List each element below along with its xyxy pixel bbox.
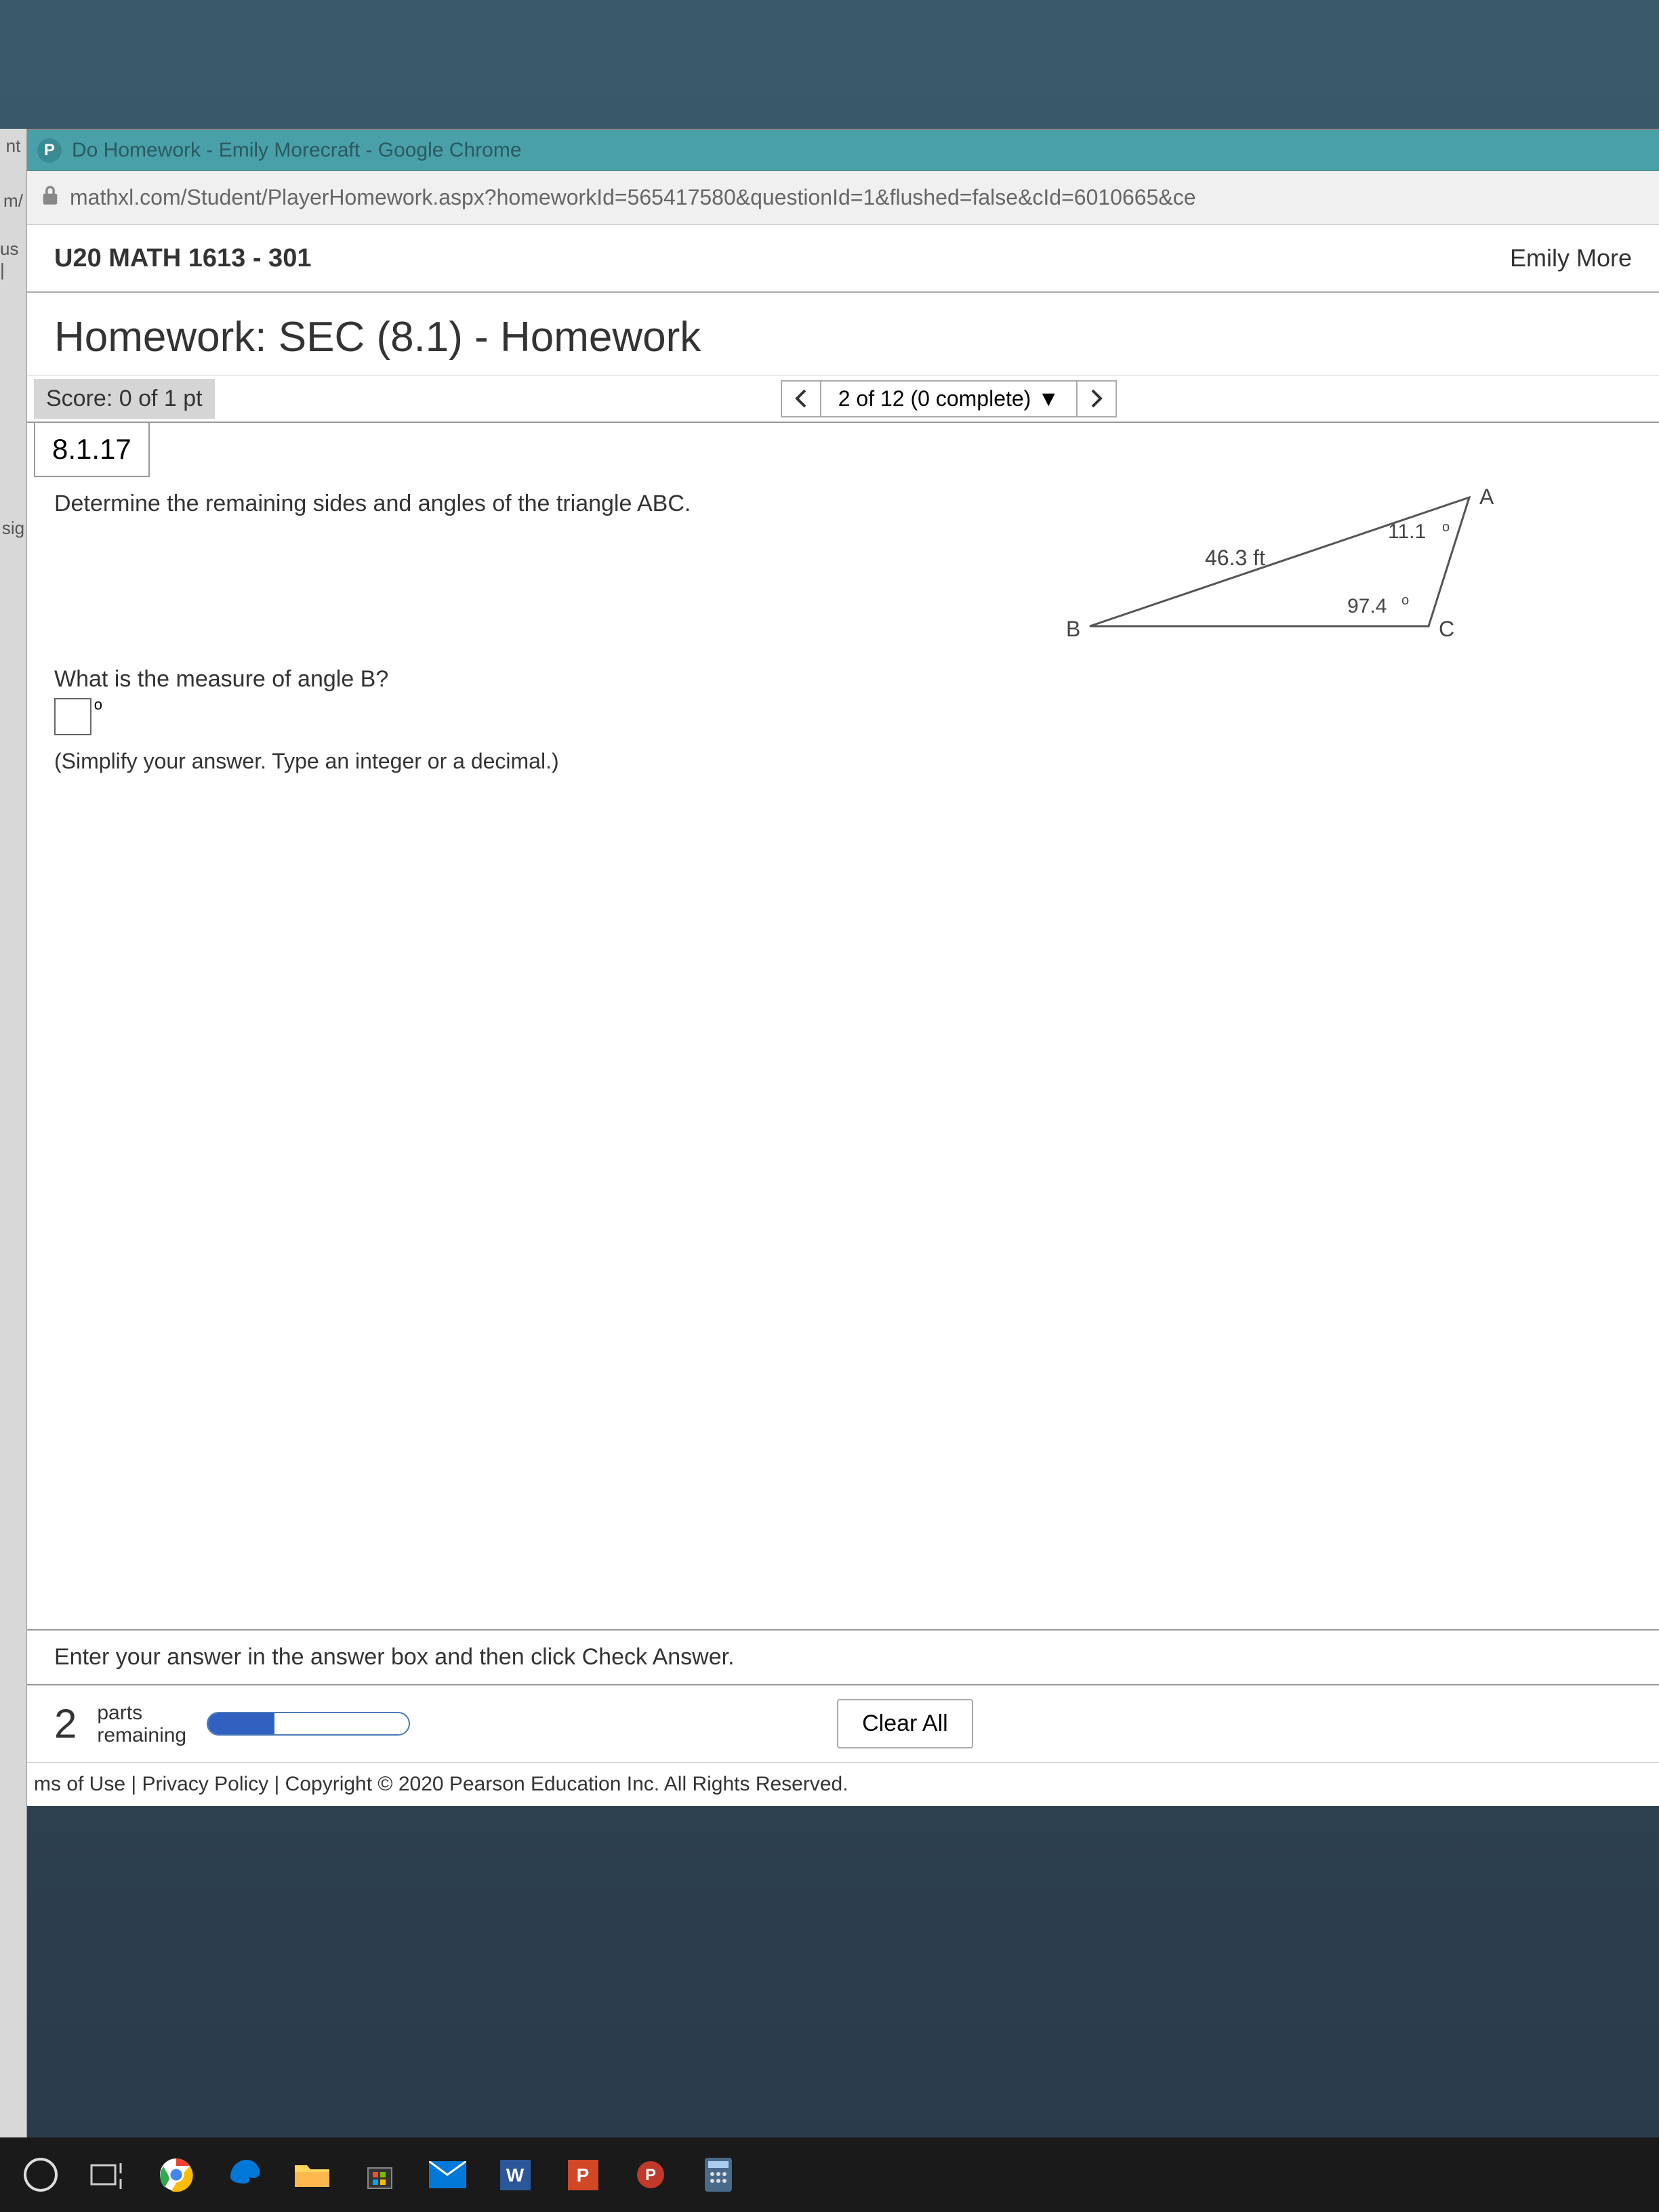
- side-length-label: 46.3 ft: [1205, 546, 1265, 570]
- triangle-shape: [1090, 497, 1469, 626]
- question-position-dropdown[interactable]: 2 of 12 (0 complete) ▼: [821, 380, 1076, 417]
- degree-symbol: o: [1401, 593, 1409, 608]
- chrome-icon[interactable]: [156, 2154, 197, 2195]
- bottom-instruction: Enter your answer in the answer box and …: [27, 1629, 1659, 1685]
- prev-question-button[interactable]: [781, 380, 821, 417]
- question-content: Determine the remaining sides and angles…: [27, 477, 1659, 1629]
- parts-label-line2: remaining: [97, 1724, 186, 1746]
- score-nav-row: Score: 0 of 1 pt 2 of 12 (0 complete) ▼: [27, 375, 1659, 423]
- question-number: 8.1.17: [34, 423, 150, 477]
- course-header: U20 MATH 1613 - 301 Emily More: [27, 225, 1659, 293]
- url-bar[interactable]: mathxl.com/Student/PlayerHomework.aspx?h…: [27, 171, 1659, 225]
- parts-count: 2: [54, 1700, 77, 1747]
- clear-all-button[interactable]: Clear All: [837, 1699, 973, 1748]
- homework-title: Homework: SEC (8.1) - Homework: [27, 293, 1659, 375]
- progress-bar: [207, 1712, 410, 1736]
- answer-hint: (Simplify your answer. Type an integer o…: [54, 749, 1632, 774]
- score-label: Score: 0 of 1 pt: [34, 379, 215, 419]
- word-icon[interactable]: W: [495, 2154, 535, 2195]
- fragment-text: nt: [6, 136, 21, 157]
- calculator-icon[interactable]: [698, 2154, 739, 2195]
- browser-tab-bar: P Do Homework - Emily Morecraft - Google…: [27, 130, 1659, 171]
- file-explorer-icon[interactable]: [291, 2154, 332, 2195]
- app-icon[interactable]: P: [630, 2154, 671, 2195]
- next-question-button[interactable]: [1076, 380, 1117, 417]
- svg-text:P: P: [644, 2166, 655, 2184]
- vertex-c-label: C: [1439, 617, 1454, 641]
- footer-links[interactable]: ms of Use | Privacy Policy | Copyright ©…: [27, 1762, 1659, 1806]
- question-query: What is the measure of angle B?: [54, 666, 1632, 693]
- parts-remaining-row: 2 parts remaining Clear All: [27, 1685, 1659, 1762]
- edge-icon[interactable]: [224, 2154, 264, 2195]
- svg-text:W: W: [506, 2165, 524, 2186]
- lock-icon: [41, 184, 60, 211]
- question-number-container: 8.1.17: [27, 423, 1659, 477]
- cortana-icon[interactable]: [20, 2154, 61, 2195]
- parts-label-line1: parts: [97, 1702, 186, 1724]
- dropdown-icon: ▼: [1038, 386, 1059, 411]
- vertex-a-label: A: [1479, 485, 1494, 509]
- fragment-text: sig: [2, 518, 24, 539]
- question-nav: 2 of 12 (0 complete) ▼: [781, 380, 1117, 417]
- triangle-svg: A B C 46.3 ft 11.1 o 97.4 o: [1063, 484, 1523, 653]
- user-name: Emily More: [1510, 244, 1632, 272]
- vertex-b-label: B: [1066, 617, 1080, 641]
- windows-taskbar[interactable]: W P P: [0, 2137, 1659, 2212]
- browser-window: P Do Homework - Emily Morecraft - Google…: [27, 129, 1659, 1806]
- pearson-favicon: P: [37, 138, 62, 163]
- url-text: mathxl.com/Student/PlayerHomework.aspx?h…: [70, 185, 1196, 210]
- fragment-text: m/: [3, 190, 23, 211]
- answer-input[interactable]: o: [54, 698, 91, 735]
- degree-symbol: o: [1442, 520, 1450, 535]
- triangle-figure: A B C 46.3 ft 11.1 o 97.4 o: [1063, 484, 1523, 653]
- degree-symbol: o: [94, 696, 102, 714]
- course-title: U20 MATH 1613 - 301: [54, 244, 311, 273]
- angle-a-label: 11.1: [1388, 520, 1426, 543]
- left-window-edge: nt m/ us | sig: [0, 129, 27, 2137]
- microsoft-store-icon[interactable]: [359, 2154, 400, 2195]
- fragment-text: us |: [0, 239, 26, 281]
- angle-c-label: 97.4: [1347, 595, 1387, 617]
- nav-position-text: 2 of 12 (0 complete): [838, 386, 1031, 411]
- parts-label: parts remaining: [97, 1702, 186, 1746]
- powerpoint-icon[interactable]: P: [562, 2154, 603, 2195]
- progress-fill: [208, 1713, 274, 1734]
- task-view-icon[interactable]: [88, 2154, 129, 2195]
- browser-tab-title[interactable]: Do Homework - Emily Morecraft - Google C…: [72, 139, 522, 162]
- mail-icon[interactable]: [427, 2154, 468, 2195]
- svg-text:P: P: [576, 2165, 589, 2186]
